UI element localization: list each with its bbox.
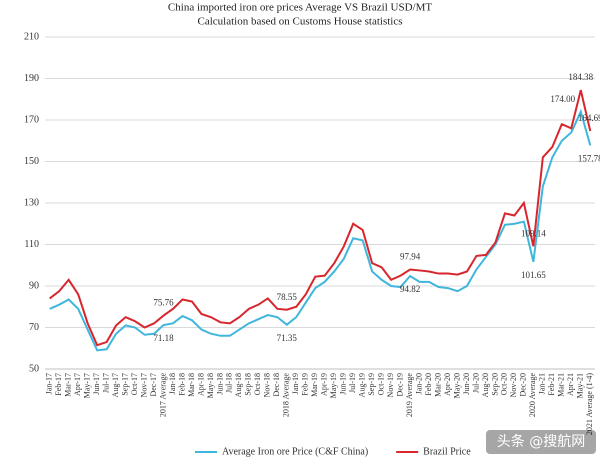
x-tick-label: 2019 Average xyxy=(405,373,414,418)
y-tick-label: 170 xyxy=(24,114,39,125)
data-label: 184.38 xyxy=(568,72,593,82)
x-tick-label: Jul-19 xyxy=(348,373,357,393)
data-label: 94.82 xyxy=(400,284,420,294)
chart-title: China imported iron ore prices Average V… xyxy=(168,2,432,14)
x-tick-label: Feb-20 xyxy=(424,373,433,396)
x-tick-label: Dec-20 xyxy=(519,373,528,397)
x-tick-label: Nov-19 xyxy=(386,373,395,397)
x-tick-label: Oct-20 xyxy=(500,373,509,395)
x-tick-label: 2021 Average (1-4) xyxy=(585,373,594,435)
x-tick-label: Aug-17 xyxy=(111,373,120,397)
x-tick-label: Apr-17 xyxy=(73,373,82,396)
x-tick-label: Aug-18 xyxy=(234,373,243,397)
x-tick-label: Jun-18 xyxy=(215,373,224,395)
data-label: 174.00 xyxy=(550,94,575,104)
y-tick-label: 70 xyxy=(29,322,39,333)
x-tick-label: Apr-19 xyxy=(320,373,329,396)
y-tick-label: 190 xyxy=(24,73,39,84)
y-tick-label: 130 xyxy=(24,197,39,208)
x-tick-label: Jan-21 xyxy=(538,373,547,394)
y-tick-label: 150 xyxy=(24,156,39,167)
x-tick-label: Jan-20 xyxy=(414,373,423,394)
data-label: 157.78 xyxy=(578,153,600,163)
x-tick-label: Feb-19 xyxy=(301,373,310,396)
x-tick-label: 2020 Average xyxy=(528,373,537,418)
x-tick-label: 2018 Average xyxy=(282,373,291,418)
data-label: 71.18 xyxy=(153,333,174,343)
x-tick-label: 2017 Average xyxy=(158,373,167,418)
x-tick-label: Sep-20 xyxy=(490,373,499,396)
chart-subtitle: Calculation based on Customs House stati… xyxy=(197,16,402,28)
x-tick-label: May-18 xyxy=(206,373,215,398)
x-tick-label: Oct-19 xyxy=(376,373,385,395)
x-tick-label: Jul-18 xyxy=(225,373,234,393)
x-tick-label: Aug-19 xyxy=(358,373,367,397)
data-label: 164.69 xyxy=(578,113,600,123)
x-tick-label: Mar-21 xyxy=(557,373,566,397)
watermark: 头条 @搜航网 xyxy=(486,430,596,454)
x-tick-label: Dec-17 xyxy=(149,373,158,397)
x-tick-label: Dec-18 xyxy=(272,373,281,397)
x-tick-label: Dec-19 xyxy=(395,373,404,397)
x-tick-label: Mar-19 xyxy=(310,373,319,397)
x-tick-label: May-21 xyxy=(576,373,585,398)
data-label: 97.94 xyxy=(400,252,421,262)
x-tick-label: Feb-21 xyxy=(547,373,556,396)
data-label: 78.55 xyxy=(277,292,298,302)
x-tick-label: Feb-17 xyxy=(54,373,63,396)
x-tick-label: Apr-21 xyxy=(566,373,575,396)
series-line xyxy=(49,89,592,347)
x-tick-label: Sep-18 xyxy=(244,373,253,396)
x-tick-label: Mar-20 xyxy=(433,373,442,397)
x-tick-label: May-17 xyxy=(83,373,92,398)
y-tick-label: 90 xyxy=(29,280,39,291)
y-tick-label: 110 xyxy=(24,239,39,250)
x-tick-label: Nov-17 xyxy=(139,373,148,397)
x-tick-label: Mar-17 xyxy=(64,373,73,397)
watermark-text: 头条 @搜航网 xyxy=(497,433,585,450)
x-tick-label: Sep-19 xyxy=(367,373,376,396)
x-tick-label: Nov-18 xyxy=(263,373,272,397)
y-tick-label: 50 xyxy=(29,363,39,374)
x-tick-label: Oct-17 xyxy=(130,373,139,395)
x-tick-label: Jan-17 xyxy=(45,373,54,394)
x-tick-label: Jun-17 xyxy=(92,373,101,395)
x-tick-label: Jul-17 xyxy=(101,373,110,393)
x-tick-label: Oct-18 xyxy=(253,373,262,395)
data-label: 71.35 xyxy=(277,333,298,343)
x-tick-label: Jul-20 xyxy=(471,373,480,393)
data-label: 101.65 xyxy=(521,270,546,280)
x-tick-label: May-19 xyxy=(329,373,338,398)
x-tick-label: Jun-20 xyxy=(462,373,471,395)
x-tick-label: Aug-20 xyxy=(481,373,490,397)
x-tick-label: Nov-20 xyxy=(509,373,518,397)
y-tick-label: 210 xyxy=(24,31,39,42)
x-tick-label: Feb-18 xyxy=(177,373,186,396)
x-tick-label: Apr-18 xyxy=(196,373,205,396)
x-tick-label: Jan-18 xyxy=(168,373,177,394)
x-tick-label: May-20 xyxy=(452,373,461,398)
x-tick-label: Jun-19 xyxy=(339,373,348,395)
watermark-bg xyxy=(486,430,596,454)
x-tick-label: Sep-17 xyxy=(120,373,129,396)
legend-label: Average Iron ore Price (C&F China) xyxy=(222,446,368,457)
data-label: 109.14 xyxy=(521,228,546,238)
x-tick-label: Mar-18 xyxy=(187,373,196,397)
data-label: 75.76 xyxy=(153,298,174,308)
series-line xyxy=(49,108,592,352)
x-tick-label: Apr-20 xyxy=(443,373,452,396)
legend-label: Brazil Price xyxy=(423,446,471,457)
x-tick-label: Jan-19 xyxy=(291,373,300,394)
